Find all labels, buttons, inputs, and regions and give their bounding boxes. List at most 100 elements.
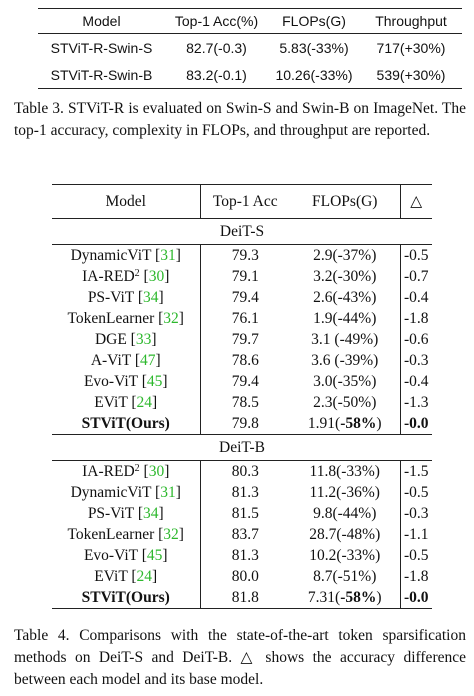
text-span: DGE [	[94, 330, 136, 348]
table-row: Evo-ViT [45] 79.4 3.0(-35%) -0.4	[52, 371, 432, 392]
text-span: 33	[135, 330, 152, 348]
table-cell: STViT(Ours)	[52, 587, 201, 609]
text-span: ]	[152, 393, 158, 411]
text-span: 45	[146, 372, 163, 390]
table-cell: 11.2(-36%)	[290, 482, 401, 503]
table-4: Model Top-1 Acc FLOPs(G) △ DeiT-S DynamicViT…	[52, 184, 432, 609]
text-span: [	[139, 462, 149, 480]
table-cell: IA-RED2 [30]	[52, 266, 201, 287]
table-cell: 3.2(-30%)	[290, 266, 401, 287]
text-span: STViT(Ours)	[81, 588, 170, 606]
text-span: 30	[148, 267, 165, 285]
table-cell: -1.1	[403, 525, 429, 543]
text-span: TokenLearner [	[67, 309, 164, 327]
table-cell: DynamicViT [31]	[52, 244, 201, 266]
table-cell: 8.7(-51%)	[290, 566, 401, 587]
table-cell: -0.3	[403, 504, 429, 522]
text-span: ]	[152, 567, 158, 585]
text-span: EViT [	[94, 567, 137, 585]
text-span: 30	[148, 462, 165, 480]
column-header: FLOPs(G)	[268, 8, 360, 34]
table-cell: 82.7(-0.3)	[186, 39, 247, 56]
table-cell: 3.0(-35%)	[290, 371, 401, 392]
table-row: DynamicViT [31] 79.3 2.9(-37%) -0.5	[52, 244, 432, 266]
section-title: DeiT-S	[52, 218, 432, 245]
text-span: DynamicViT [	[70, 483, 161, 501]
table-cell: 1.9(-44%)	[290, 308, 401, 329]
table-cell: 79.1	[231, 267, 259, 285]
text-span: 2	[134, 462, 140, 474]
table-cell: 79.4	[231, 372, 259, 390]
table-cell: 9.8(-44%)	[290, 503, 401, 524]
table-row: IA-RED2 [30] 80.3 11.8(-33%) -1.5	[52, 460, 432, 482]
text-span: ]	[158, 504, 164, 522]
text-span: [	[139, 267, 149, 285]
text-span: 1.91(	[307, 414, 341, 432]
table-cell: 80.3	[231, 462, 259, 480]
table-cell: -1.5	[403, 462, 429, 480]
table-row: TokenLearner [32] 76.1 1.9(-44%) -1.8	[52, 308, 432, 329]
table-row: DynamicViT [31] 81.3 11.2(-36%) -0.5	[52, 482, 432, 503]
table-body: DeiT-S DynamicViT [31] 79.3 2.9(-37%) -0.5 IA…	[52, 218, 432, 609]
table-cell: -0.4	[403, 288, 429, 306]
table-cell: STViT-R-Swin-B	[50, 66, 153, 83]
section-title: DeiT-B	[52, 434, 432, 461]
table-body: STViT-R-Swin-S 82.7(-0.3) 5.83(-33%) 717(+3…	[38, 34, 462, 89]
table-cell: 10.2(-33%)	[290, 545, 401, 566]
text-span: ]	[162, 546, 168, 564]
table-cell: EViT [24]	[52, 392, 201, 413]
text-span: ]	[175, 483, 181, 501]
table-cell: 3.1 (-49%)	[290, 329, 401, 350]
table-cell: TokenLearner [32]	[52, 524, 201, 545]
table-row: IA-RED2 [30] 79.1 3.2(-30%) -0.7	[52, 266, 432, 287]
table-cell: 83.2(-0.1)	[186, 66, 247, 83]
table-row: STViT(Ours) 79.8 1.91(-58%) -0.0	[52, 413, 432, 435]
table-row: EViT [24] 78.5 2.3(-50%) -1.3	[52, 392, 432, 413]
table-cell: 2.6(-43%)	[290, 287, 401, 308]
table-row: TokenLearner [32] 83.7 28.7(-48%) -1.1	[52, 524, 432, 545]
table-cell: DGE [33]	[52, 329, 201, 350]
table-row: STViT-R-Swin-S 82.7(-0.3) 5.83(-33%) 717(+3…	[38, 34, 462, 62]
text-span: ]	[162, 372, 168, 390]
table-cell: 5.83(-33%)	[279, 39, 349, 56]
table-cell: A-ViT [47]	[52, 350, 201, 371]
text-span: PS-ViT [	[87, 504, 144, 522]
table-cell: 78.5	[231, 393, 259, 411]
text-span: -58%	[340, 588, 377, 606]
column-header: Model	[52, 184, 201, 219]
table-cell: 81.3	[231, 546, 259, 564]
column-header: Throughput	[360, 8, 462, 34]
table-cell: -0.3	[403, 351, 429, 369]
text-span: )	[376, 588, 382, 606]
text-span: -0.0	[403, 588, 429, 606]
table-cell: -0.5	[403, 483, 429, 501]
text-span: 7.31(	[307, 588, 341, 606]
table-cell: 539(+30%)	[376, 66, 446, 83]
table-row: A-ViT [47] 78.6 3.6 (-39%) -0.3	[52, 350, 432, 371]
text-span: PS-ViT [	[87, 288, 144, 306]
table-row: PS-ViT [34] 81.5 9.8(-44%) -0.3	[52, 503, 432, 524]
table-row: STViT-R-Swin-B 83.2(-0.1) 10.26(-33%) 539(+…	[38, 61, 462, 89]
text-span: ]	[164, 267, 170, 285]
caption: Table 4. Comparisons with the state-of-t…	[14, 627, 466, 688]
table-cell: STViT-R-Swin-S	[50, 39, 153, 56]
column-header: Top-1 Acc	[200, 184, 290, 219]
column-header: Top-1 Acc(%)	[165, 8, 268, 34]
header-row: Model Top-1 Acc FLOPs(G) △	[52, 184, 432, 219]
text-span: Evo-ViT [	[83, 372, 147, 390]
table-cell: 79.3	[231, 246, 259, 264]
text-span: 47	[139, 351, 156, 369]
table-cell: 83.7	[231, 525, 259, 543]
table-cell: -0.6	[403, 330, 429, 348]
text-span: ]	[178, 309, 184, 327]
table-row: Evo-ViT [45] 81.3 10.2(-33%) -0.5	[52, 545, 432, 566]
table-row: PS-ViT [34] 79.4 2.6(-43%) -0.4	[52, 287, 432, 308]
table-cell: -0.5	[403, 246, 429, 264]
table-cell: -0.5	[403, 546, 429, 564]
text-span: 32	[163, 309, 179, 327]
table-cell: TokenLearner [32]	[52, 308, 201, 329]
section-row: DeiT-B	[52, 434, 432, 461]
text-span: ]	[178, 525, 184, 543]
caption: Table 3. STViT-R is evaluated on Swin-S …	[14, 100, 466, 139]
